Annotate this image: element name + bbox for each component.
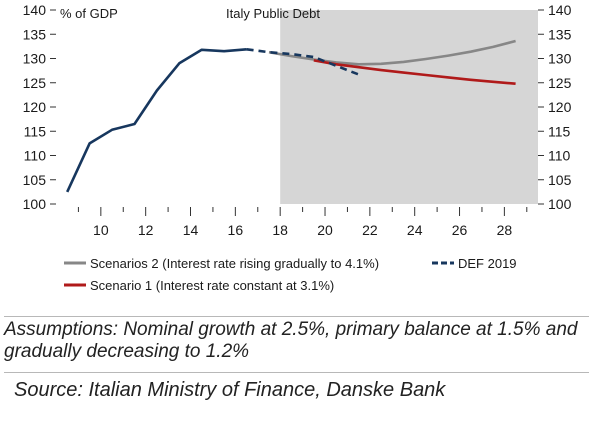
x-tick-label: 28 bbox=[497, 222, 513, 238]
x-tick-label: 26 bbox=[452, 222, 468, 238]
series-line-historical bbox=[66, 48, 247, 193]
y-tick-label-right: 105 bbox=[548, 172, 572, 188]
legend: Scenarios 2 (Interest rate rising gradua… bbox=[64, 256, 517, 293]
x-tick-label: 20 bbox=[317, 222, 333, 238]
x-tick-label: 12 bbox=[138, 222, 154, 238]
chart-svg: 100 100 105 105 110 110 115 115 120 120 125 125 130 1… bbox=[23, 2, 572, 293]
y-tick-label-right: 140 bbox=[548, 2, 572, 18]
y-axis-label: % of GDP bbox=[60, 6, 118, 21]
y-tick-label-right: 110 bbox=[548, 148, 571, 164]
y-tick-label-left: 130 bbox=[23, 51, 47, 67]
x-tick-label: 10 bbox=[93, 222, 109, 238]
chart-title: Italy Public Debt bbox=[226, 6, 320, 21]
forecast-shaded-region bbox=[280, 10, 538, 204]
assumptions-note: Assumptions: Nominal growth at 2.5%, pri… bbox=[4, 319, 578, 362]
series-line-scenario bbox=[313, 59, 516, 85]
divider-middle bbox=[4, 372, 589, 373]
axes: 100 100 105 105 110 110 115 115 120 120 125 125 130 1… bbox=[23, 2, 572, 238]
y-tick-label-right: 115 bbox=[548, 123, 571, 139]
series-line-scenarios bbox=[268, 39, 516, 66]
x-tick-label: 18 bbox=[272, 222, 288, 238]
y-tick-label-right: 135 bbox=[548, 26, 572, 42]
y-tick-label-right: 100 bbox=[548, 196, 572, 212]
legend-label: Scenarios 2 (Interest rate rising gradua… bbox=[90, 256, 379, 271]
x-tick-label: 22 bbox=[362, 222, 378, 238]
y-tick-label-left: 105 bbox=[23, 172, 47, 188]
y-tick-label-left: 100 bbox=[23, 196, 47, 212]
series-line-def bbox=[246, 48, 360, 76]
legend-label: DEF 2019 bbox=[458, 256, 517, 271]
x-tick-label: 16 bbox=[228, 222, 244, 238]
y-tick-label-right: 125 bbox=[548, 75, 572, 91]
y-tick-label-left: 110 bbox=[24, 148, 47, 164]
y-tick-label-right: 130 bbox=[548, 51, 572, 67]
y-tick-label-left: 135 bbox=[23, 26, 47, 42]
x-tick-label: 14 bbox=[183, 222, 199, 238]
y-tick-label-left: 120 bbox=[23, 99, 47, 115]
source-note: Source: Italian Ministry of Finance, Dan… bbox=[14, 379, 446, 401]
y-tick-label-left: 125 bbox=[23, 75, 47, 91]
x-tick-label: 24 bbox=[407, 222, 423, 238]
legend-label: Scenario 1 (Interest rate constant at 3.… bbox=[90, 278, 334, 293]
series-layer bbox=[66, 39, 516, 193]
y-tick-label-left: 140 bbox=[23, 2, 47, 18]
y-tick-label-left: 115 bbox=[24, 123, 47, 139]
divider-top bbox=[4, 316, 589, 317]
y-tick-label-right: 120 bbox=[548, 99, 572, 115]
